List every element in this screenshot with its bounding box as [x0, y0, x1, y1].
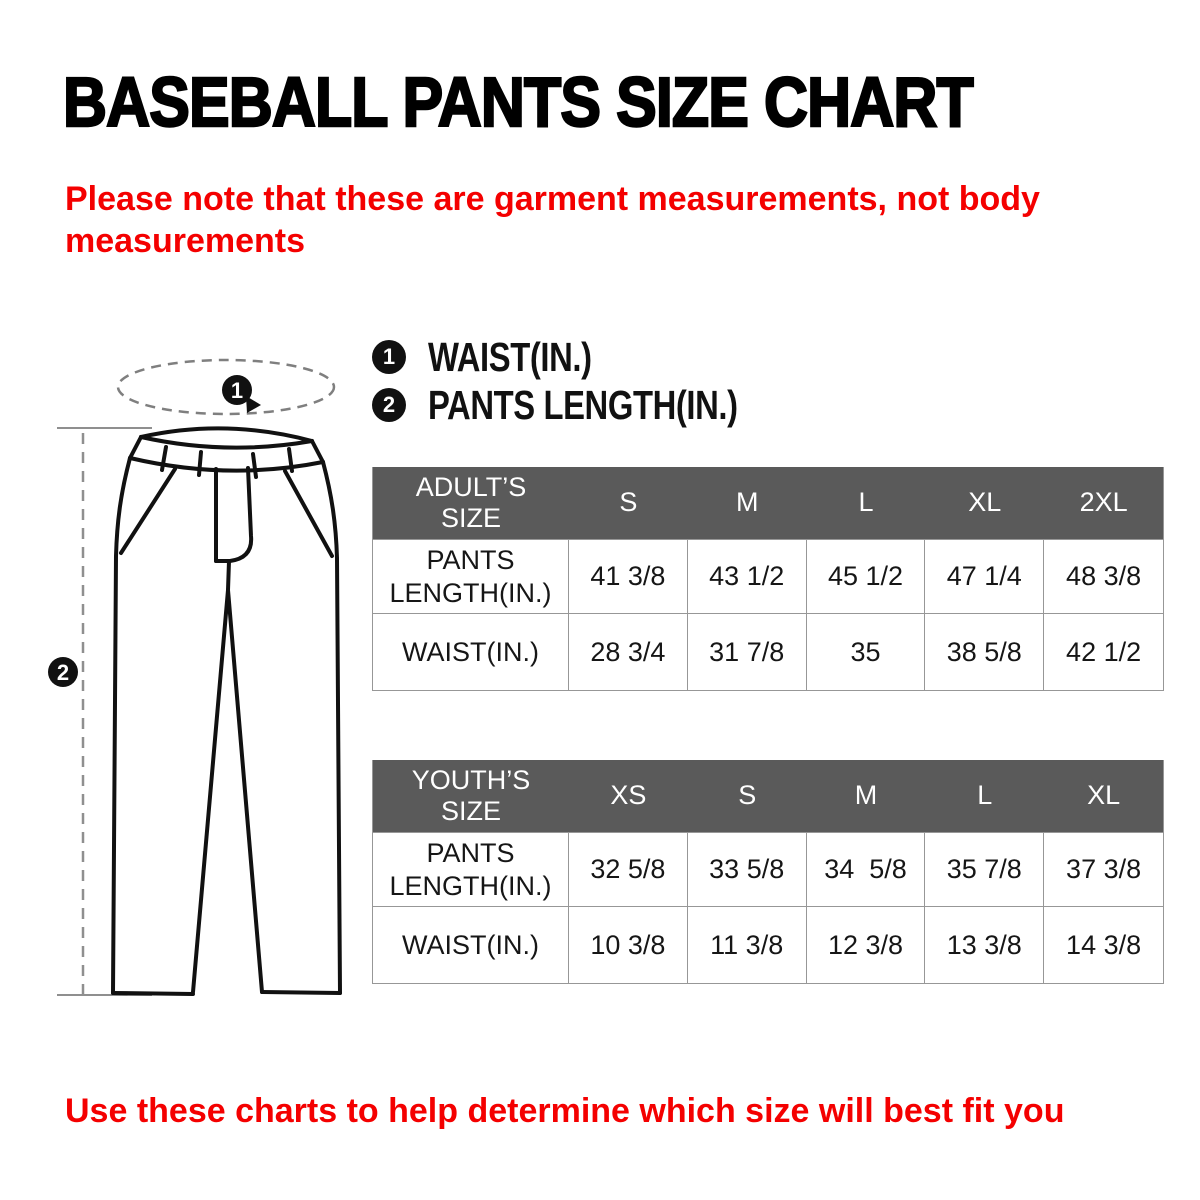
- adults-row0-cell0: PANTS LENGTH(IN.): [373, 539, 569, 613]
- youths-row0-cell4: 35 7/8: [925, 832, 1045, 906]
- youths-row0-cell2: 33 5/8: [687, 832, 807, 906]
- youths-row1-cell4: 13 3/8: [925, 906, 1045, 983]
- adults-header-0: ADULT’S SIZE: [373, 467, 569, 539]
- waist-measure-ellipse: [116, 358, 336, 416]
- adults-header-3: L: [806, 467, 926, 539]
- adults-row0-cell3: 45 1/2: [806, 539, 926, 613]
- pants-length-number-badge: 2: [372, 388, 406, 422]
- youths-header-0: YOUTH’S SIZE: [373, 760, 569, 832]
- adults-header-4: XL: [925, 467, 1045, 539]
- pants-outline: [111, 426, 342, 996]
- youths-row1-cell0: WAIST(IN.): [373, 906, 569, 983]
- adults-row1-cell4: 38 5/8: [925, 613, 1045, 690]
- youths-row0-cell1: 32 5/8: [569, 832, 688, 906]
- svg-text:2: 2: [57, 660, 69, 685]
- adults-size-table: ADULT’S SIZE S M L XL 2XL PANTS LENGTH(IN.) 41 …: [372, 467, 1164, 691]
- adults-row1-cell0: WAIST(IN.): [373, 613, 569, 690]
- waist-arrowhead: [246, 396, 261, 413]
- youths-header-1: XS: [569, 760, 688, 832]
- youths-row1-cell5: 14 3/8: [1044, 906, 1163, 983]
- youths-header-2: S: [687, 760, 807, 832]
- waist-number-badge: 1: [372, 340, 406, 374]
- youths-size-table: YOUTH’S SIZE XS S M L XL PANTS LENGTH(IN.) 32 5…: [372, 760, 1164, 984]
- youths-header-3: M: [806, 760, 926, 832]
- adults-row0-cell2: 43 1/2: [687, 539, 807, 613]
- youths-row0-cell3: 34 5/8: [806, 832, 926, 906]
- adults-row0-cell4: 47 1/4: [925, 539, 1045, 613]
- measurement-legend: 1 WAIST(IN.) 2 PANTS LENGTH(IN.): [372, 334, 815, 428]
- pants-measurement-diagram: 1 2: [48, 358, 342, 996]
- adults-row1-cell2: 31 7/8: [687, 613, 807, 690]
- youths-row0-cell5: 37 3/8: [1044, 832, 1163, 906]
- diagram-badge-2: 2: [48, 657, 78, 687]
- adults-header-2: M: [687, 467, 807, 539]
- length-guide-lines: [57, 427, 152, 996]
- adults-row0-cell1: 41 3/8: [569, 539, 688, 613]
- legend-item-pants-length: 2 PANTS LENGTH(IN.): [372, 382, 815, 428]
- adults-header-1: S: [569, 467, 688, 539]
- youths-row1-cell1: 10 3/8: [569, 906, 688, 983]
- adults-row1-cell3: 35: [806, 613, 926, 690]
- legend-item-waist: 1 WAIST(IN.): [372, 334, 815, 380]
- youths-header-5: XL: [1044, 760, 1163, 832]
- fit-advice-note: Use these charts to help determine which…: [65, 1092, 1065, 1130]
- adults-header-5: 2XL: [1044, 467, 1163, 539]
- youths-row0-cell0: PANTS LENGTH(IN.): [373, 832, 569, 906]
- youths-row1-cell2: 11 3/8: [687, 906, 807, 983]
- adults-row0-cell5: 48 3/8: [1044, 539, 1163, 613]
- page-title: BASEBALL PANTS SIZE CHART: [62, 62, 975, 142]
- adults-row1-cell1: 28 3/4: [569, 613, 688, 690]
- svg-text:1: 1: [231, 378, 243, 403]
- diagram-badge-1: 1: [222, 375, 252, 405]
- adults-row1-cell5: 42 1/2: [1044, 613, 1163, 690]
- youths-row1-cell3: 12 3/8: [806, 906, 926, 983]
- legend-waist-label: WAIST(IN.): [428, 333, 592, 380]
- legend-pants-length-label: PANTS LENGTH(IN.): [428, 381, 738, 428]
- youths-header-4: L: [925, 760, 1045, 832]
- garment-measurement-note: Please note that these are garment measu…: [65, 180, 1040, 261]
